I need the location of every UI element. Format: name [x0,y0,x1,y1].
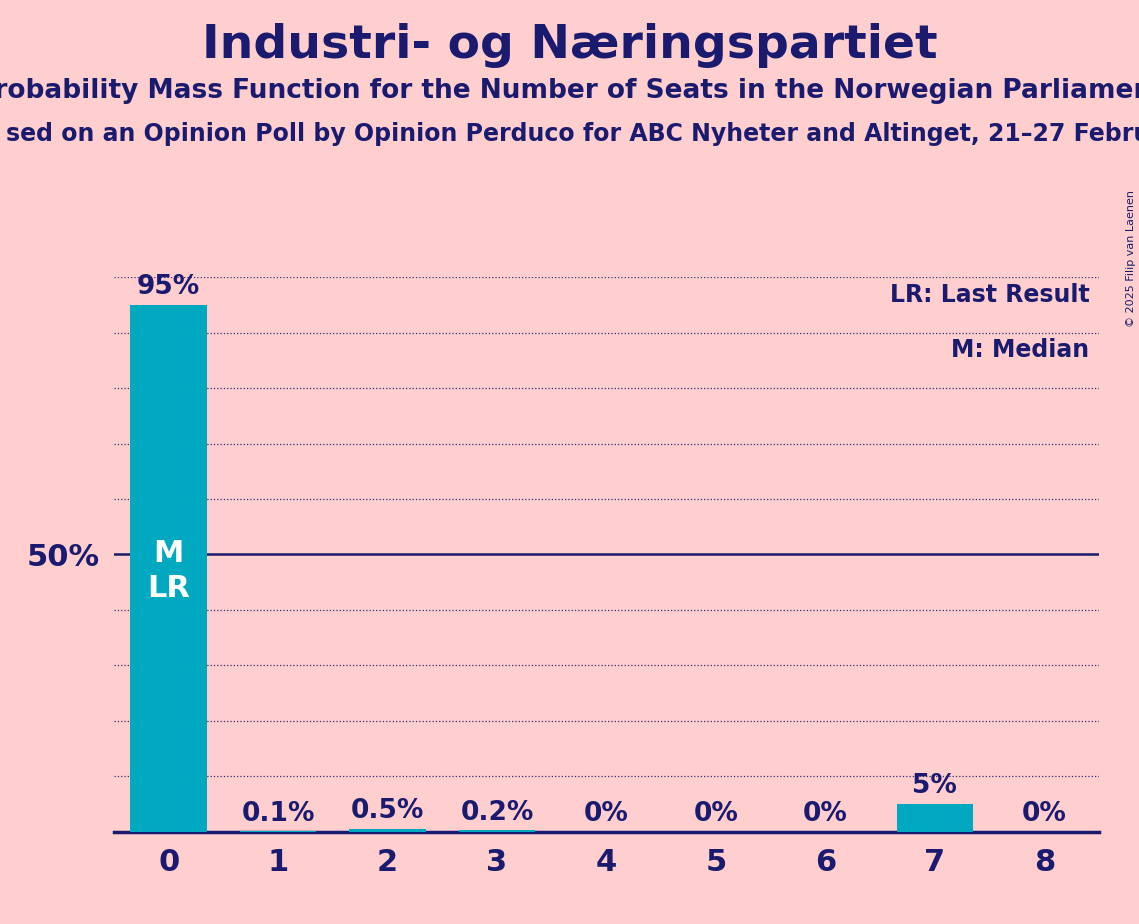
Text: 0.1%: 0.1% [241,800,314,827]
Text: Probability Mass Function for the Number of Seats in the Norwegian Parliament: Probability Mass Function for the Number… [0,78,1139,103]
Text: 0%: 0% [803,801,847,827]
Text: 5%: 5% [912,773,958,799]
Bar [350,829,426,832]
Text: 0.5%: 0.5% [351,798,424,824]
Text: sed on an Opinion Poll by Opinion Perduco for ABC Nyheter and Altinget, 21–27 Fe: sed on an Opinion Poll by Opinion Perduc… [6,122,1139,146]
Text: © 2025 Filip van Laenen: © 2025 Filip van Laenen [1126,190,1136,327]
Text: M: Median: M: Median [951,338,1089,362]
Text: 0%: 0% [584,801,629,827]
Text: 0.2%: 0.2% [460,800,534,826]
Text: 95%: 95% [137,274,200,300]
Text: Industri- og Næringspartiet: Industri- og Næringspartiet [202,23,937,68]
Text: 0%: 0% [1022,801,1067,827]
Text: 0%: 0% [694,801,738,827]
Bar [896,804,973,832]
Bar [130,305,207,832]
Bar [459,831,535,832]
Text: M
LR: M LR [147,539,190,603]
Text: LR: Last Result: LR: Last Result [890,283,1089,307]
